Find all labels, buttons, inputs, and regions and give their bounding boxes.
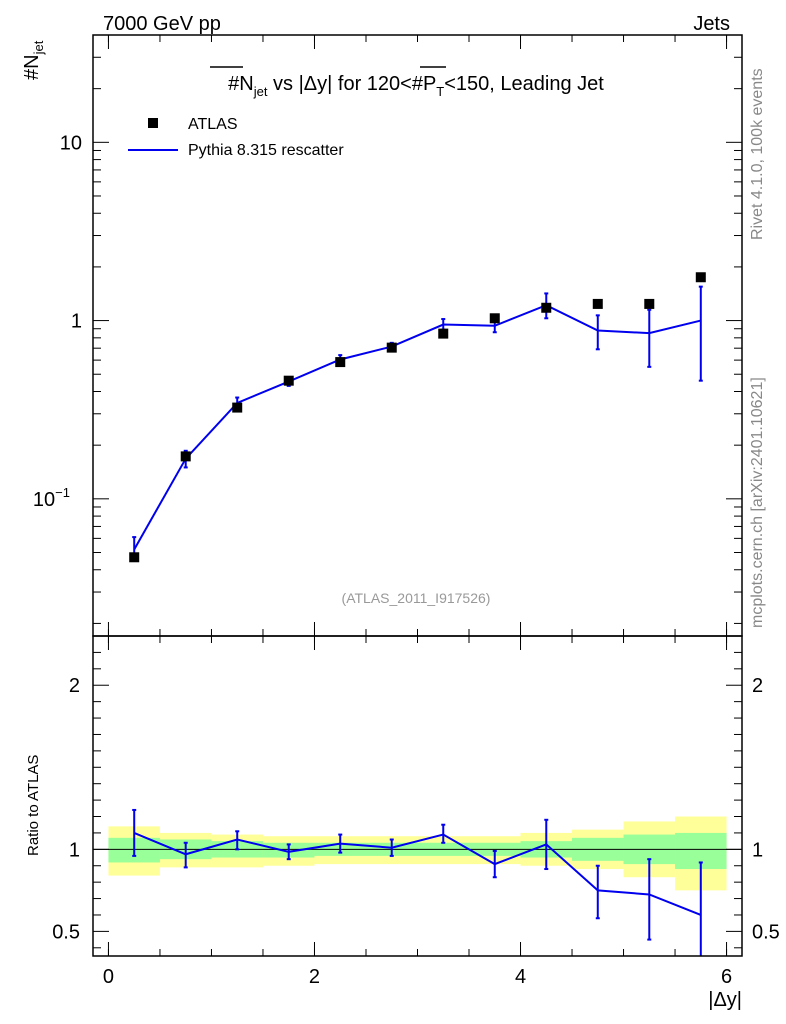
ratio-y-tick-label-right: 0.5 [752, 921, 780, 943]
atlas-data-point [592, 298, 603, 309]
title-sub-1: jet [253, 84, 268, 99]
atlas-data-point [283, 375, 294, 386]
x-axis-label: |Δy| [708, 989, 742, 1011]
atlas-data-point [335, 357, 346, 368]
ratio-ylabel: Ratio to ATLAS [25, 755, 42, 856]
x-tick-label: 4 [515, 966, 526, 988]
y-tick-label: 10−1 [33, 485, 70, 511]
atlas-data-point [541, 302, 552, 313]
title-part-2: vs |Δy| for 120<#P [267, 73, 436, 95]
main-marks [129, 272, 706, 563]
x-tick-label: 2 [309, 966, 320, 988]
title-sub-2: T [436, 84, 444, 99]
ratio-y-tick-label-right: 1 [752, 839, 763, 861]
atlas-data-point [644, 298, 655, 309]
title-part-3: <150, Leading Jet [444, 73, 604, 95]
main-ylabel: #Njet [21, 40, 46, 80]
ratio-axis-ticks: 2 2 1 1 0.5 0.5 0 2 4 6 [52, 636, 780, 988]
atlas-data-point [695, 272, 706, 283]
ratio-plot-frame [92, 635, 743, 957]
atlas-data-point [489, 313, 500, 324]
mcplots-label: mcplots.cern.ch [arXiv:2401.10621] [749, 377, 766, 628]
legend-data-label: ATLAS [188, 116, 238, 133]
x-tick-label: 6 [721, 966, 732, 988]
atlas-data-point [129, 552, 140, 563]
header-right: Jets [693, 13, 730, 35]
main-ylabel-text: #N [21, 54, 43, 80]
ratio-y-tick-label-right: 2 [752, 675, 763, 697]
y-tick-exponent: −1 [55, 485, 70, 500]
ratio-mc-line [133, 831, 702, 916]
rivet-label: Rivet 4.1.0, 100k events [749, 68, 766, 240]
header-left: 7000 GeV pp [103, 13, 221, 35]
ratio-y-tick-label-left: 2 [69, 675, 80, 697]
atlas-data-point [386, 342, 397, 353]
atlas-data-point [232, 402, 243, 413]
atlas-data-point [438, 328, 449, 339]
legend-mc-label: Pythia 8.315 rescatter [188, 142, 344, 159]
mc-line [133, 304, 702, 550]
main-title: #Njet vs |Δy| for 120<#PT<150, Leading J… [228, 73, 604, 99]
title-part-1: #N [228, 73, 254, 95]
atlas-data-point [180, 451, 191, 462]
ratio-marks [132, 808, 703, 956]
legend-data-marker [148, 118, 158, 128]
y-tick-label: 1 [71, 311, 82, 333]
x-tick-label: 0 [103, 966, 114, 988]
y-tick-label: 10 [60, 132, 82, 154]
ratio-y-tick-label-left: 0.5 [52, 921, 80, 943]
analysis-watermark: (ATLAS_2011_I917526) [342, 590, 491, 606]
main-axis-ticks: 10 1 10−1 [33, 34, 742, 636]
ratio-y-tick-label-left: 1 [69, 839, 80, 861]
main-ylabel-sub: jet [31, 40, 46, 55]
